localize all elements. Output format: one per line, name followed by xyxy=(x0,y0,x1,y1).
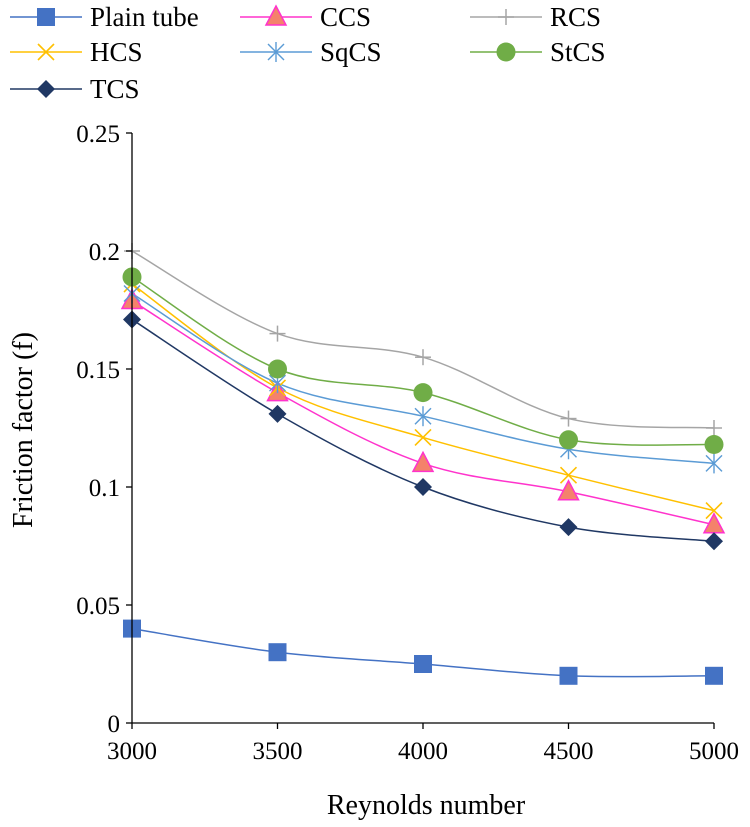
diamond-marker xyxy=(414,478,432,496)
legend-item: TCS xyxy=(10,74,140,104)
star-marker xyxy=(267,42,285,62)
plus-marker xyxy=(415,349,431,366)
star-marker xyxy=(705,453,723,474)
x-tick-label: 3000 xyxy=(107,738,157,765)
circle-marker xyxy=(268,359,287,379)
series-markers xyxy=(120,243,726,685)
square-marker xyxy=(705,666,723,685)
square-marker xyxy=(37,8,55,26)
legend-item: HCS xyxy=(10,37,143,67)
y-tick-label: 0 xyxy=(108,711,121,738)
diamond-marker xyxy=(705,532,723,551)
x-axis-title: Reynolds number xyxy=(327,790,526,821)
legend-item: RCS xyxy=(470,2,601,32)
y-tick-label: 0.25 xyxy=(76,121,120,148)
x-marker xyxy=(559,466,578,484)
y-tick-label: 0.05 xyxy=(76,593,120,620)
legend-item: SqCS xyxy=(240,37,382,67)
circle-marker xyxy=(704,435,724,455)
triangle-marker xyxy=(411,450,435,473)
x-marker xyxy=(414,428,432,447)
series-points-plain-tube xyxy=(123,619,723,685)
square-marker xyxy=(414,655,432,673)
y-axis-ticks: 0 0.05 0.1 0.15 0.2 0.25 xyxy=(76,121,132,738)
circle-marker xyxy=(496,42,516,62)
circle-marker xyxy=(413,383,433,403)
x-tick-label: 3500 xyxy=(253,738,303,765)
legend: Plain tube CCS RCS HCS SqCS StCS TCS xyxy=(10,2,606,104)
x-marker-b xyxy=(414,428,432,447)
x-marker-b xyxy=(705,502,723,520)
y-axis-title: Friction factor (f) xyxy=(8,332,39,528)
triangle-marker xyxy=(264,4,288,26)
legend-label: CCS xyxy=(320,2,371,32)
legend-label: SqCS xyxy=(320,37,382,67)
triangle-marker xyxy=(557,479,580,501)
x-marker-b xyxy=(559,466,578,484)
square-marker xyxy=(559,666,578,685)
y-tick-label: 0.2 xyxy=(89,239,120,266)
legend-label: Plain tube xyxy=(90,2,199,32)
plus-marker xyxy=(560,410,577,427)
plus-marker xyxy=(706,420,722,436)
x-tick-label: 4000 xyxy=(398,738,448,765)
legend-item: StCS xyxy=(470,37,606,67)
x-marker xyxy=(37,43,55,61)
legend-label: StCS xyxy=(550,37,606,67)
legend-item: CCS xyxy=(240,2,371,32)
plus-marker xyxy=(269,325,286,342)
x-axis-ticks: 3000 3500 4000 4500 5000 xyxy=(107,723,739,765)
x-marker-b xyxy=(37,43,55,61)
square-marker xyxy=(268,643,287,662)
x-marker xyxy=(705,502,723,520)
plot-area xyxy=(120,243,726,685)
star-marker xyxy=(414,406,432,427)
x-tick-label: 4500 xyxy=(544,738,594,765)
legend-label: TCS xyxy=(90,74,140,104)
circle-marker xyxy=(559,430,578,450)
legend-label: RCS xyxy=(550,2,601,32)
series-points-rcs xyxy=(124,243,722,436)
diamond-marker xyxy=(37,80,55,98)
series-points-stcs xyxy=(122,267,724,455)
legend-label: HCS xyxy=(90,37,143,67)
legend-item: Plain tube xyxy=(10,2,199,32)
y-tick-label: 0.1 xyxy=(89,475,120,502)
diamond-marker xyxy=(268,404,287,423)
series-points-tcs xyxy=(123,310,723,551)
x-tick-label: 5000 xyxy=(689,738,739,765)
plus-marker xyxy=(498,9,514,25)
diamond-marker xyxy=(559,518,578,537)
y-tick-label: 0.15 xyxy=(76,357,120,384)
